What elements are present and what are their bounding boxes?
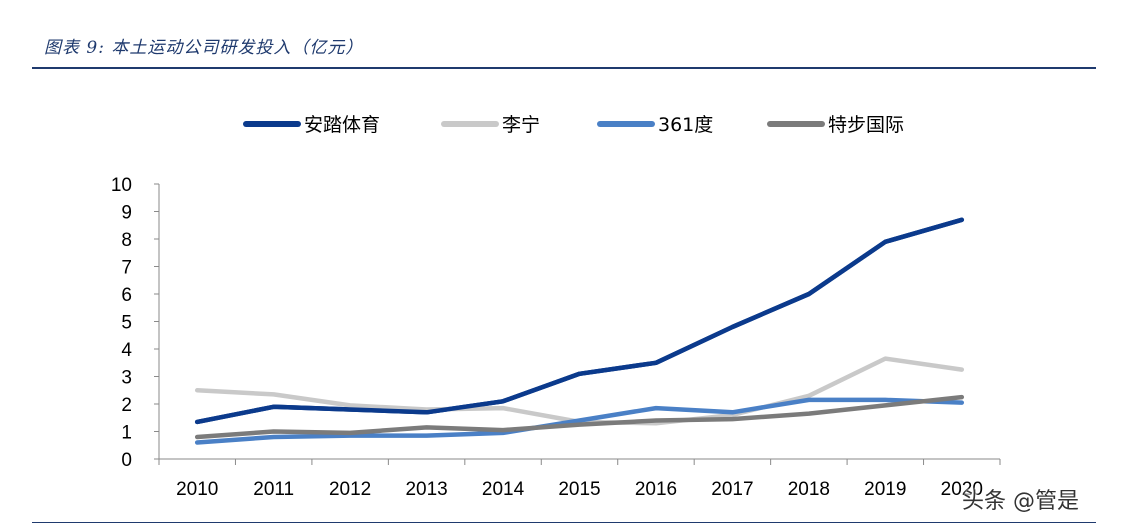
y-tick-label: 4 — [121, 340, 132, 361]
y-tick-label: 6 — [121, 285, 132, 306]
legend-label-2: 361度 — [658, 114, 713, 136]
series-line-1 — [194, 356, 965, 426]
legend-label-3: 特步国际 — [828, 114, 904, 136]
series-line-0 — [194, 217, 965, 425]
y-tick-label: 2 — [121, 395, 132, 416]
footer-divider — [32, 522, 1096, 523]
y-tick-label: 5 — [121, 313, 132, 334]
x-tick-label: 2015 — [558, 479, 600, 500]
y-tick-label: 10 — [111, 175, 132, 196]
y-tick-label: 9 — [121, 203, 132, 224]
y-tick-label: 0 — [121, 450, 132, 471]
y-tick-label: 7 — [121, 258, 132, 279]
x-tick-label: 2012 — [329, 479, 371, 500]
y-tick-label: 8 — [121, 230, 132, 251]
series-line-0-overlay — [194, 217, 965, 425]
x-tick-label: 2011 — [253, 479, 294, 500]
x-tick-label: 2020 — [941, 479, 983, 500]
y-tick-label: 1 — [121, 423, 132, 444]
series-line-2 — [194, 397, 965, 445]
x-axis: 2010 2011 2012 2013 2014 2015 2016 2017 2018 2019… — [158, 458, 1001, 500]
legend-label-0: 安踏体育 — [304, 114, 380, 136]
x-tick-label: 2017 — [711, 479, 753, 500]
watermark-text: 头条 @管是 — [962, 489, 1079, 514]
figure-title: 图表 9: 本土运动公司研发投入（亿元） — [44, 38, 364, 58]
x-tick-label: 2013 — [405, 479, 447, 500]
series-layer — [194, 217, 965, 445]
chart-legend: 安踏体育 李宁 361度 特步国际 — [243, 114, 904, 136]
y-axis: 0 1 2 3 4 5 6 7 8 9 10 — [111, 175, 160, 471]
y-tick-label: 3 — [121, 368, 132, 389]
title-divider — [32, 67, 1096, 69]
series-line-3 — [194, 394, 965, 440]
x-tick-label: 2018 — [788, 479, 830, 500]
x-tick-label: 2010 — [176, 479, 218, 500]
x-tick-label: 2014 — [482, 479, 525, 500]
x-tick-label: 2016 — [635, 479, 677, 500]
x-tick-label: 2019 — [864, 479, 906, 500]
legend-label-1: 李宁 — [502, 114, 540, 136]
